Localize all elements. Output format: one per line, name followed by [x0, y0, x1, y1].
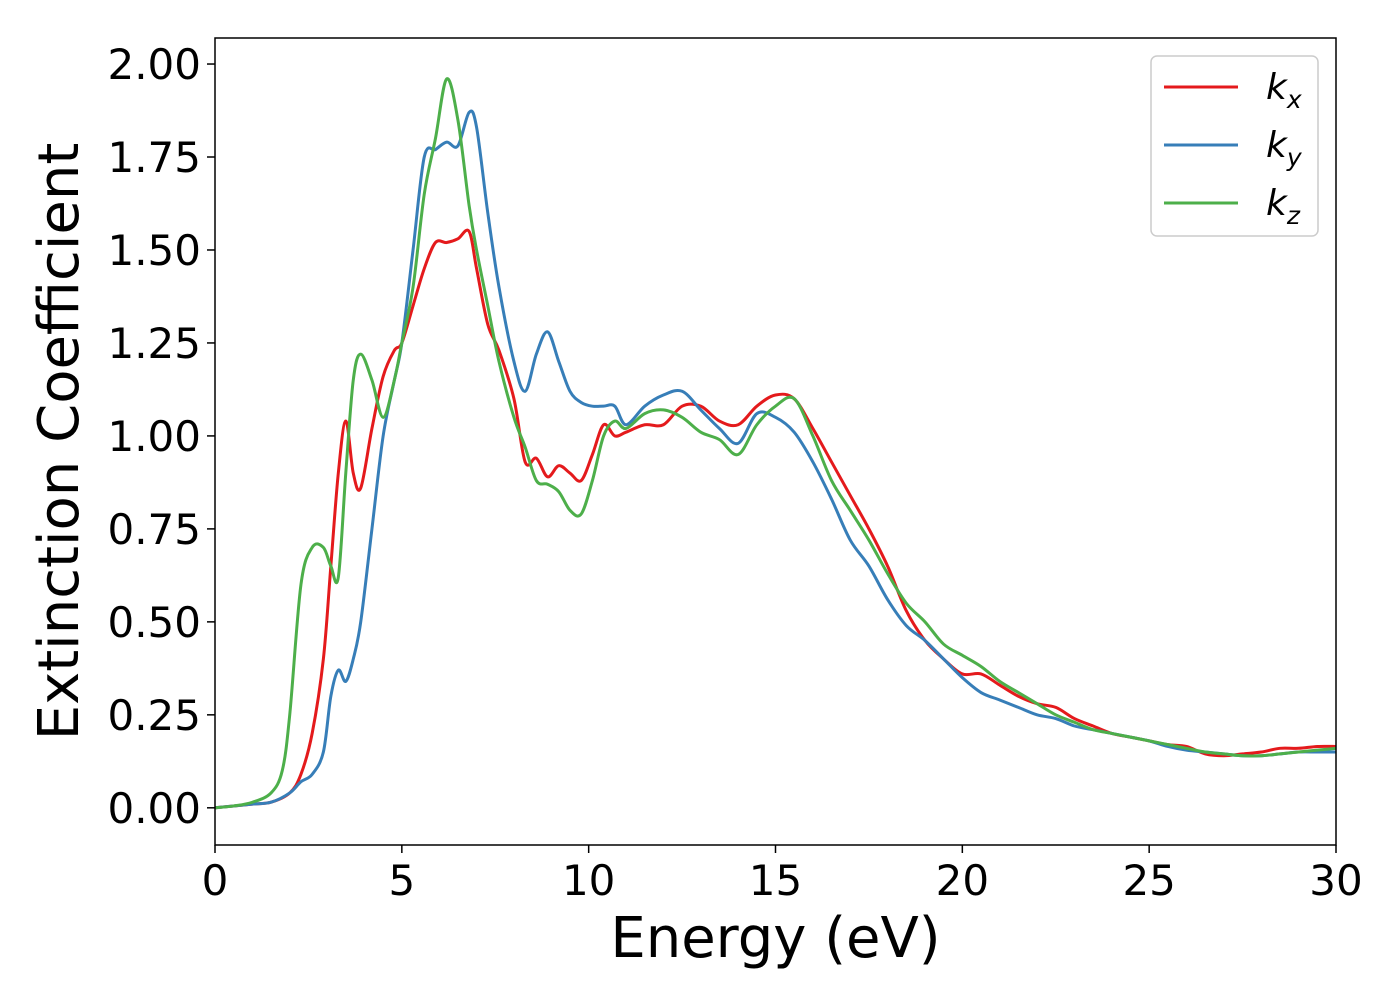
y-tick-label: 1.00 — [107, 412, 201, 461]
series-line-x — [215, 228, 1336, 810]
y-tick-label: 2.00 — [107, 40, 201, 89]
x-axis-label: Energy (eV) — [610, 906, 940, 971]
x-tick-label: 0 — [202, 856, 229, 905]
y-tick-label: 1.50 — [107, 226, 201, 275]
series-layer — [215, 77, 1336, 810]
y-tick-label: 1.75 — [107, 133, 201, 182]
y-tick-label: 0.50 — [107, 598, 201, 647]
legend: kx ky kz — [1150, 55, 1319, 237]
y-tick-label: 0.00 — [107, 784, 201, 833]
x-tick-label: 30 — [1309, 856, 1362, 905]
x-tick-label: 25 — [1122, 856, 1175, 905]
y-tick-label: 0.25 — [107, 691, 201, 740]
legend-label-x: kx — [1266, 67, 1302, 114]
x-tick-label: 15 — [749, 856, 802, 905]
y-axis: 0.00 0.25 0.50 0.75 1.00 1.25 1.50 1.75 2.00 — [107, 40, 215, 833]
x-tick-label: 20 — [936, 856, 989, 905]
y-axis-label: Extinction Coefficient — [27, 143, 92, 741]
x-axis: 0 5 10 15 20 25 30 — [202, 845, 1363, 905]
x-tick-label: 10 — [562, 856, 615, 905]
legend-label-y: ky — [1266, 125, 1303, 172]
x-tick-label: 5 — [388, 856, 415, 905]
series-line-z — [215, 77, 1336, 810]
y-tick-label: 0.75 — [107, 505, 201, 554]
y-tick-label: 1.25 — [107, 319, 201, 368]
legend-label-z: kz — [1266, 183, 1301, 230]
